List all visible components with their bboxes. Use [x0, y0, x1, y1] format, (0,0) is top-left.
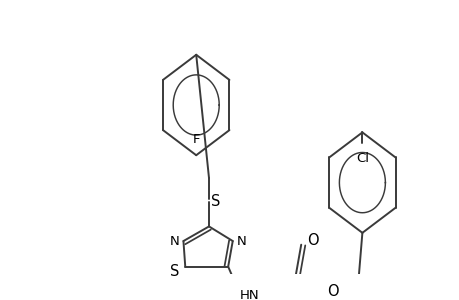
- Text: S: S: [169, 264, 179, 279]
- Text: F: F: [192, 133, 200, 146]
- Text: O: O: [306, 232, 318, 247]
- Text: Cl: Cl: [355, 152, 368, 166]
- Text: HN: HN: [240, 290, 259, 300]
- Text: O: O: [326, 284, 338, 299]
- Text: N: N: [169, 235, 179, 248]
- Text: N: N: [236, 235, 246, 248]
- Text: S: S: [210, 194, 220, 209]
